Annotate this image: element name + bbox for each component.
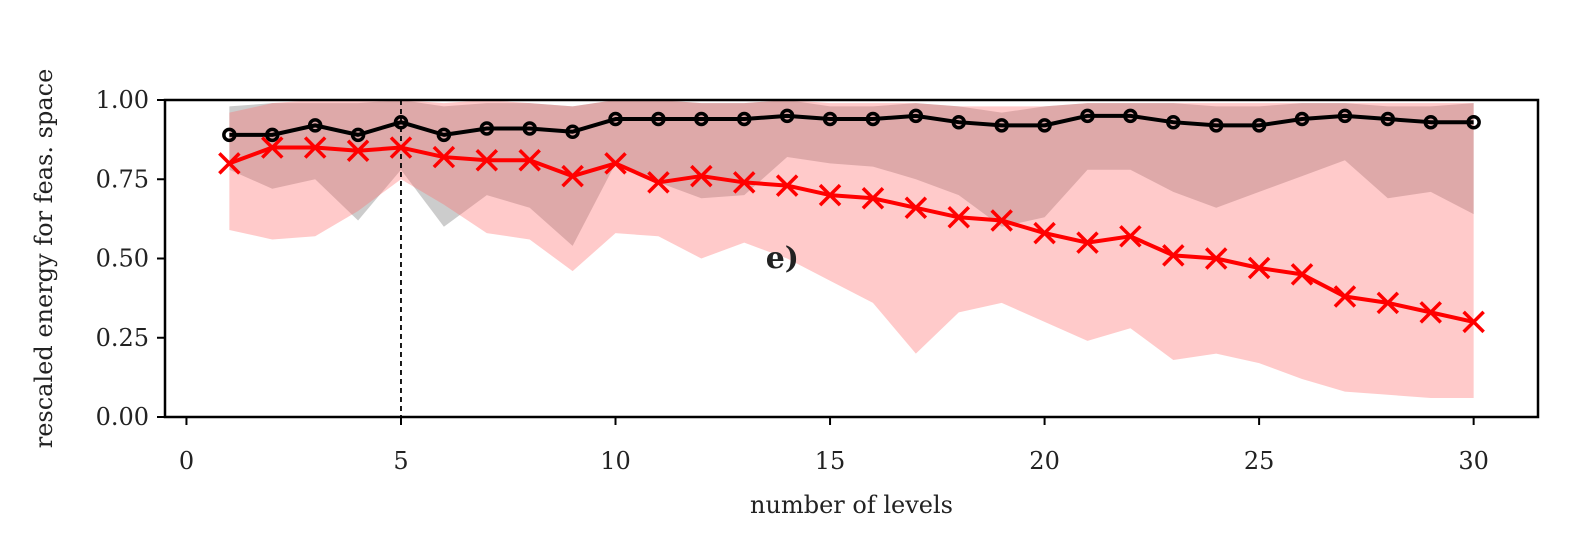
red-point [1204, 247, 1228, 270]
black-point [479, 121, 495, 136]
y-tick-label: 0.50 [96, 245, 149, 273]
red-point [775, 174, 799, 197]
x-tick-label: 30 [1458, 447, 1489, 475]
black-point [565, 124, 580, 139]
black-point [865, 111, 881, 127]
red-point [218, 152, 241, 175]
red-point [261, 136, 284, 159]
x-tick-label: 0 [179, 447, 194, 475]
axis-ticks: 0 5 10 15 20 25 30 0.00 0.25 0.50 0.75 1.00 [96, 86, 1489, 475]
black-point [1037, 118, 1052, 133]
black-point [222, 127, 237, 143]
black-point [307, 118, 323, 133]
black-point [1380, 111, 1396, 127]
red-point [1462, 310, 1485, 334]
red-point [604, 152, 627, 175]
red-point [732, 171, 756, 194]
black-confidence-band [229, 100, 1474, 246]
panel-label: e) [766, 241, 799, 276]
black-point [908, 108, 924, 124]
black-point [1208, 118, 1224, 133]
y-tick-label: 0.25 [96, 324, 149, 352]
black-point [608, 111, 623, 127]
x-tick-label: 20 [1029, 447, 1060, 475]
black-point [1337, 108, 1353, 124]
black-point [393, 114, 409, 130]
red-point [1290, 263, 1314, 286]
red-point [475, 148, 499, 172]
red-point [1419, 301, 1442, 324]
black-point [436, 127, 452, 143]
red-point [432, 145, 456, 169]
red-point [346, 139, 370, 162]
black-point [779, 108, 795, 124]
red-point [1333, 285, 1357, 308]
red-point [518, 148, 541, 172]
black-point [1251, 118, 1267, 133]
black-point [1123, 108, 1138, 124]
red-confidence-band [229, 100, 1474, 398]
black-point [694, 111, 709, 127]
red-point [1119, 225, 1142, 248]
black-point [951, 114, 967, 130]
black-point [265, 127, 280, 143]
x-tick-label: 5 [393, 447, 408, 475]
red-series-line [228, 145, 1475, 324]
red-point [947, 206, 971, 229]
plot-frame [163, 98, 1540, 419]
red-point [303, 136, 327, 159]
black-point [1166, 114, 1181, 130]
confidence-bands [229, 100, 1474, 398]
black-point [736, 111, 752, 127]
x-tick-label: 25 [1244, 447, 1275, 475]
y-tick-label: 0.75 [96, 165, 149, 193]
x-axis-label: number of levels [750, 491, 953, 519]
y-axis-label: rescaled energy for feas. space [30, 69, 58, 449]
black-point [1080, 108, 1095, 124]
red-point [561, 164, 584, 188]
red-point [990, 209, 1013, 232]
black-point [1423, 114, 1438, 130]
y-tick-label: 1.00 [96, 86, 149, 114]
red-point [1376, 291, 1400, 315]
y-tick-label: 0.00 [96, 403, 149, 431]
red-point [690, 164, 713, 188]
red-point [1076, 231, 1099, 254]
series-markers [218, 108, 1485, 334]
red-point [647, 171, 670, 194]
red-point [1247, 256, 1271, 280]
x-tick-label: 10 [600, 447, 631, 475]
black-point [822, 111, 838, 127]
red-point [818, 183, 842, 207]
black-point [350, 127, 366, 143]
red-point [1162, 244, 1185, 267]
red-point [389, 136, 413, 159]
black-point [522, 121, 537, 136]
x-tick-label: 15 [815, 447, 846, 475]
red-point [861, 187, 885, 210]
black-point [1294, 111, 1310, 127]
black-point [1466, 114, 1481, 130]
red-point [904, 196, 928, 220]
red-point [1033, 221, 1056, 245]
black-point [651, 111, 666, 127]
black-point [994, 118, 1009, 133]
